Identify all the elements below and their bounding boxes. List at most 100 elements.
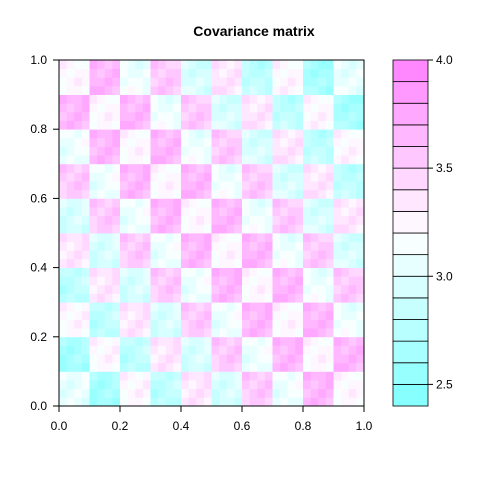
heatmap-cell (97, 155, 106, 165)
heatmap-cell (280, 189, 289, 199)
heatmap-cell (356, 241, 365, 251)
heatmap-cell (120, 250, 129, 260)
heatmap-cell (112, 146, 121, 156)
heatmap-cell (348, 336, 357, 346)
heatmap-cell (173, 241, 182, 251)
heatmap-cell (81, 276, 90, 286)
heatmap-cell (158, 111, 167, 121)
heatmap-cell (333, 181, 342, 191)
heatmap-cell (234, 388, 243, 398)
heatmap-cell (280, 163, 289, 173)
heatmap-cell (356, 388, 365, 398)
heatmap-cell (303, 293, 312, 303)
heatmap-cell (97, 68, 106, 78)
heatmap-cell (74, 129, 83, 139)
heatmap-cell (333, 85, 342, 95)
heatmap-cell (226, 319, 235, 329)
heatmap-cell (333, 336, 342, 346)
heatmap-cell (181, 380, 190, 390)
heatmap-cell (257, 198, 266, 208)
heatmap-cell (74, 371, 83, 381)
heatmap-cell (257, 60, 266, 70)
heatmap-cell (203, 354, 212, 364)
heatmap-cell (59, 103, 68, 113)
heatmap-cell (325, 146, 334, 156)
heatmap-cell (318, 397, 327, 407)
heatmap-cell (135, 172, 144, 182)
heatmap-cell (280, 284, 289, 294)
heatmap-cell (226, 233, 235, 243)
heatmap-cell (341, 155, 350, 165)
heatmap-cell (257, 310, 266, 320)
heatmap-cell (142, 336, 151, 346)
heatmap-cell (242, 319, 251, 329)
heatmap-cell (249, 319, 258, 329)
heatmap-cell (219, 163, 228, 173)
heatmap-cell (226, 146, 235, 156)
heatmap-cell (120, 293, 129, 303)
heatmap-cell (356, 224, 365, 234)
heatmap-cell (234, 129, 243, 139)
heatmap-cell (226, 267, 235, 277)
heatmap-cell (295, 388, 304, 398)
heatmap-cell (287, 60, 296, 70)
heatmap-cell (74, 94, 83, 104)
heatmap-cell (226, 77, 235, 87)
heatmap-cell (295, 397, 304, 407)
heatmap-cell (242, 267, 251, 277)
heatmap-cell (188, 354, 197, 364)
heatmap-cell (59, 258, 68, 268)
heatmap-cell (310, 267, 319, 277)
heatmap-cell (242, 207, 251, 217)
heatmap-cell (196, 207, 205, 217)
heatmap-cell (310, 172, 319, 182)
heatmap-cell (104, 362, 113, 372)
colorbar-level (392, 124, 429, 147)
heatmap-cell (112, 68, 121, 78)
heatmap-cell (135, 302, 144, 312)
heatmap-cell (325, 250, 334, 260)
heatmap-cell (295, 198, 304, 208)
heatmap-cell (264, 215, 273, 225)
heatmap-cell (295, 163, 304, 173)
heatmap-cell (89, 267, 98, 277)
heatmap-cell (158, 120, 167, 130)
heatmap-cell (127, 129, 136, 139)
heatmap-cell (211, 345, 220, 355)
heatmap-cell (181, 198, 190, 208)
heatmap-cell (142, 207, 151, 217)
heatmap-cell (142, 362, 151, 372)
heatmap-cell (257, 354, 266, 364)
heatmap-cell (165, 241, 174, 251)
heatmap-cell (97, 250, 106, 260)
heatmap-cell (310, 103, 319, 113)
heatmap-cell (127, 258, 136, 268)
heatmap-cell (173, 163, 182, 173)
heatmap-cell (242, 284, 251, 294)
heatmap-cell (356, 397, 365, 407)
heatmap-cell (120, 137, 129, 147)
heatmap-cell (249, 163, 258, 173)
heatmap-cell (211, 319, 220, 329)
heatmap-cell (89, 146, 98, 156)
heatmap-cell (66, 68, 75, 78)
heatmap-cell (280, 354, 289, 364)
heatmap-cell (127, 77, 136, 87)
heatmap-cell (120, 60, 129, 70)
heatmap-cell (287, 233, 296, 243)
heatmap-cell (81, 310, 90, 320)
heatmap-cell (150, 146, 159, 156)
heatmap-cell (348, 77, 357, 87)
heatmap-cell (112, 345, 121, 355)
heatmap-cell (150, 215, 159, 225)
heatmap-cell (303, 103, 312, 113)
heatmap-cell (81, 397, 90, 407)
heatmap-cell (242, 233, 251, 243)
heatmap-cell (356, 129, 365, 139)
heatmap-cell (104, 267, 113, 277)
heatmap-cell (97, 319, 106, 329)
heatmap-cell (234, 380, 243, 390)
heatmap-cell (257, 371, 266, 381)
heatmap-cell (318, 284, 327, 294)
heatmap-cell (181, 163, 190, 173)
